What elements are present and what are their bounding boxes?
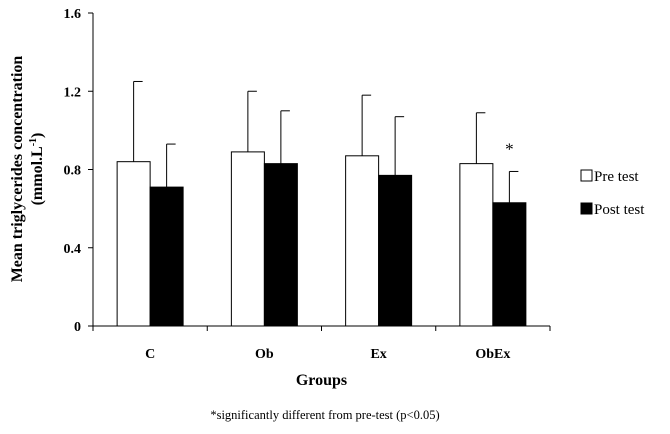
bar-post-test (149, 186, 184, 327)
x-axis-title: Groups (296, 372, 347, 389)
x-tick-label: Ex (370, 347, 386, 362)
y-axis-unit: (mmol.L-1) (28, 133, 46, 206)
bar-pre-test (230, 151, 265, 327)
x-tick-label: Ob (255, 347, 274, 362)
bar-post-test (263, 163, 298, 327)
bar-pre-test (116, 161, 151, 327)
bar-pre-test (459, 163, 494, 327)
x-tick-label: ObEx (475, 347, 510, 362)
bar-pre-test (345, 155, 380, 327)
y-tick-label: 0.8 (64, 164, 82, 179)
significance-marker: * (505, 139, 514, 158)
bar-post-test (378, 174, 413, 327)
bar-post-test (492, 202, 527, 327)
legend-label: Pre test (594, 169, 639, 185)
y-tick-label: 1.2 (64, 85, 82, 100)
x-tick-label: C (145, 347, 155, 362)
y-axis-title: Mean triglycerides concentration (9, 56, 26, 283)
y-tick-label: 0.4 (64, 242, 82, 257)
legend-label: Post test (594, 202, 645, 218)
footnote: *significantly different from pre-test (… (210, 408, 439, 422)
chart-legend: Pre test Post test (580, 169, 645, 218)
y-tick-label: 0 (74, 320, 81, 335)
chart-bars (116, 80, 527, 327)
y-tick-label: 1.6 (64, 7, 82, 22)
legend-swatch (580, 202, 593, 215)
legend-swatch (580, 169, 593, 182)
